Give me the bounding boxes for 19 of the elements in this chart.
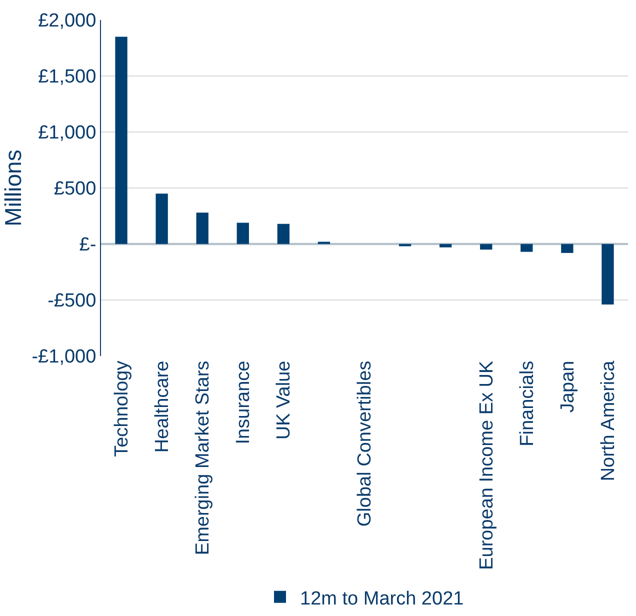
x-tick-label: Technology [111, 360, 132, 457]
x-tick-label: European Income Ex UK [476, 360, 498, 570]
x-tick-label: Japan [557, 360, 578, 413]
y-tick-label: £1,000 [38, 122, 96, 144]
legend-label: 12m to March 2021 [300, 588, 464, 610]
y-tick-label: -£500 [48, 290, 96, 312]
x-tick-label: Financials [516, 360, 538, 446]
y-tick-label: £2,000 [38, 10, 96, 32]
y-tick-label: £1,500 [38, 66, 96, 88]
y-tick-label: -£1,000 [32, 346, 96, 368]
y-tick-label: £- [79, 234, 96, 256]
y-axis-title: Millions [0, 150, 26, 226]
x-tick-label: Emerging Market Stars [192, 360, 214, 556]
x-tick-label: Healthcare [152, 360, 173, 453]
x-tick-label: Global Convertibles [354, 360, 376, 527]
x-tick-label: UK Value [274, 360, 295, 440]
y-tick-label: £500 [54, 178, 96, 200]
x-tick-label: Insurance [233, 360, 254, 444]
x-tick-label: North America [598, 360, 619, 482]
